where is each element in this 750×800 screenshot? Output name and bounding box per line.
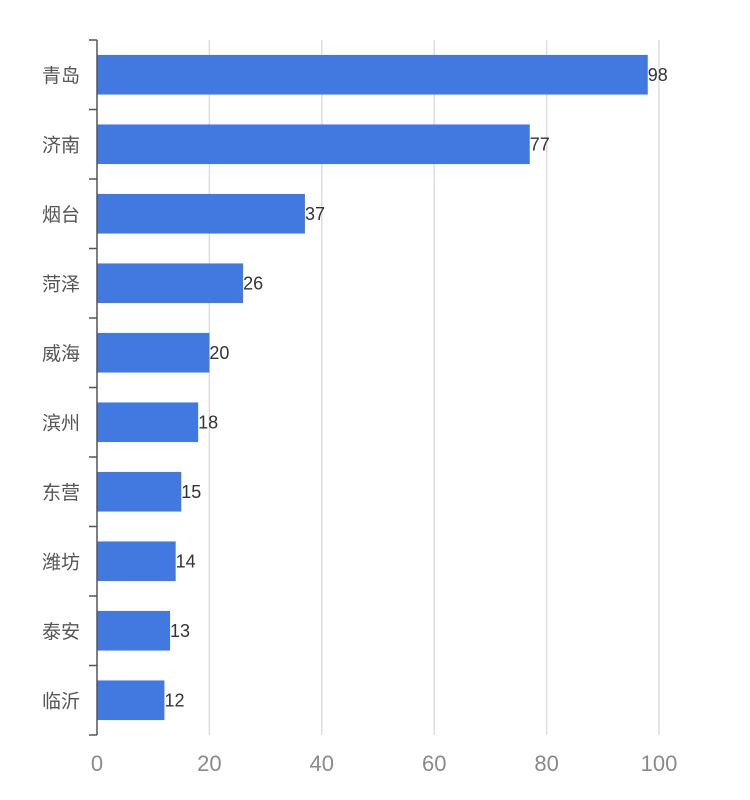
x-tick-label: 100 <box>641 751 678 776</box>
x-tick-label: 80 <box>534 751 558 776</box>
bar <box>97 680 165 721</box>
bar <box>97 541 176 582</box>
bars <box>97 54 648 721</box>
category-label: 济南 <box>42 134 80 156</box>
x-tick-label: 20 <box>197 751 221 776</box>
bar-value-label: 20 <box>209 343 229 363</box>
axes <box>89 39 98 736</box>
x-tick-label: 60 <box>422 751 446 776</box>
bar-value-label: 13 <box>170 621 190 641</box>
category-label: 青岛 <box>42 65 80 87</box>
category-label: 临沂 <box>42 690 80 712</box>
bar-value-label: 12 <box>164 690 184 710</box>
bar-value-label: 77 <box>530 134 550 154</box>
bar-value-label: 18 <box>198 412 218 432</box>
x-tick-label: 40 <box>310 751 334 776</box>
bar-value-label: 15 <box>181 482 201 502</box>
category-label: 潍坊 <box>42 551 80 573</box>
bar <box>97 610 171 651</box>
category-label: 滨州 <box>42 412 80 434</box>
bar-value-label: 37 <box>305 204 325 224</box>
category-label: 烟台 <box>42 204 80 226</box>
bar <box>97 124 530 165</box>
bar <box>97 402 199 443</box>
category-label: 威海 <box>42 343 80 365</box>
x-tick-label: 0 <box>91 751 103 776</box>
bar <box>97 332 210 373</box>
category-label: 东营 <box>42 482 80 504</box>
bar <box>97 471 182 512</box>
bar <box>97 193 305 234</box>
category-label: 泰安 <box>42 621 80 643</box>
bar <box>97 263 244 304</box>
bar-value-label: 14 <box>176 551 196 571</box>
category-label: 菏泽 <box>42 273 80 295</box>
bar-value-label: 26 <box>243 273 263 293</box>
labels: 0 20 40 60 80 100 98 青岛 77 济南 37 烟台 26 菏泽 20 威海 18 滨州 15 东营… <box>42 65 677 776</box>
bar-value-label: 98 <box>648 65 668 85</box>
bar <box>97 54 648 95</box>
